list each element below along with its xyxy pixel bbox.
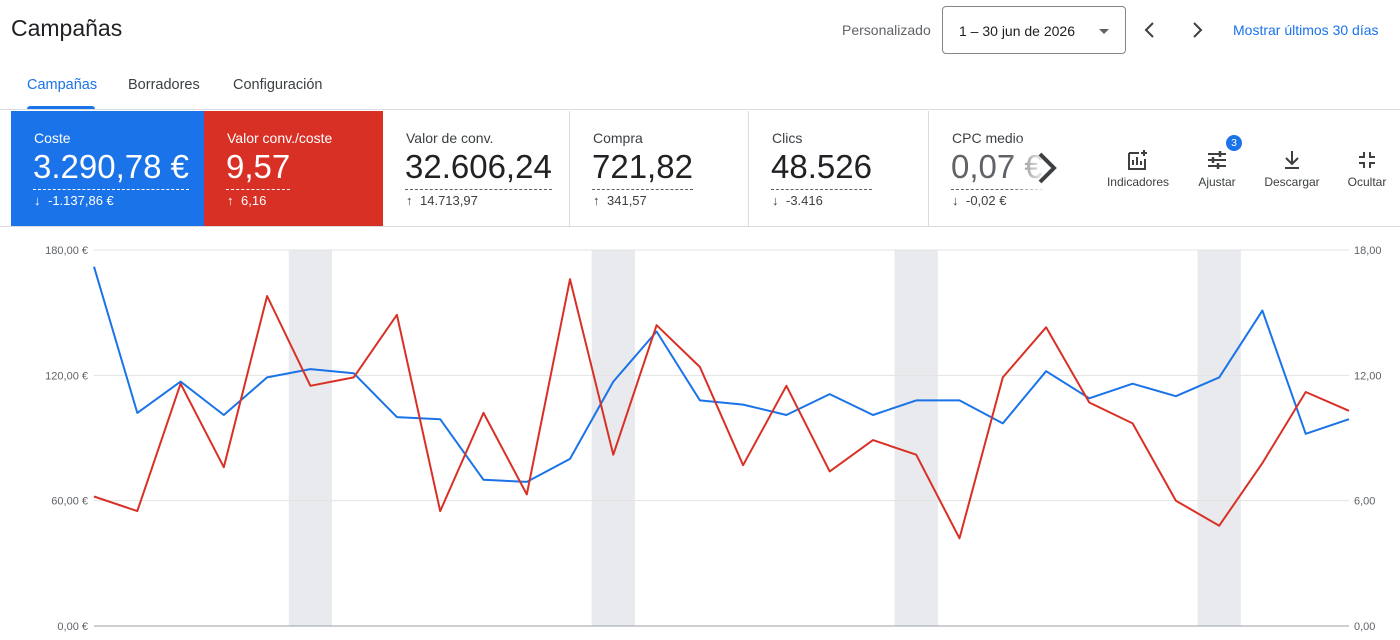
scorecard-label: Valor de conv.	[406, 130, 494, 146]
chevron-right-icon	[1193, 22, 1203, 38]
y-right-tick-label: 6,00	[1354, 496, 1375, 508]
scorecard-clicks[interactable]: Clics 48.526 ↓ -3.416	[749, 111, 929, 226]
download-icon	[1285, 151, 1299, 169]
scorecard-change: -1.137,86 €	[48, 193, 114, 208]
add-chart-icon	[1128, 150, 1147, 170]
arrow-up-icon: ↑	[227, 193, 234, 208]
scorecard-conv-value[interactable]: Valor de conv. 32.606,24 ↑ 14.713,97	[383, 111, 570, 226]
y-left-tick-label: 180,00 €	[45, 245, 88, 257]
weekend-band	[288, 250, 333, 626]
show-last-30-days-link[interactable]: Mostrar últimos 30 días	[1233, 22, 1379, 38]
tab-campaigns[interactable]: Campañas	[27, 77, 98, 93]
arrow-down-icon: ↓	[772, 193, 779, 208]
scorecard-label: Coste	[34, 130, 71, 146]
series-line-cost	[93, 266, 1350, 483]
adjust-button[interactable]: Ajustar	[1190, 148, 1244, 192]
indicators-label: Indicadores	[1106, 175, 1170, 189]
arrow-down-icon: ↓	[34, 193, 41, 208]
scorecard-row: Coste 3.290,78 € ↓ -1.137,86 € Valor conv…	[0, 110, 1400, 227]
date-range-value: 1 – 30 jun de 2026	[959, 23, 1075, 39]
weekend-band	[591, 250, 635, 626]
download-label: Descargar	[1264, 175, 1320, 189]
date-range-select[interactable]: 1 – 30 jun de 2026	[942, 6, 1126, 54]
y-right-tick-label: 18,00	[1354, 245, 1382, 257]
scorecard-label: Compra	[593, 130, 643, 146]
header-bar: Campañas Personalizado 1 – 30 jun de 202…	[0, 0, 1400, 60]
scorecard-value: 48.526	[771, 147, 872, 190]
previous-period-button[interactable]	[1134, 14, 1166, 46]
scorecard-change: -3.416	[786, 193, 823, 208]
adjust-count-badge: 3	[1226, 135, 1242, 151]
y-left-tick-label: 0,00 €	[57, 621, 88, 633]
tab-settings[interactable]: Configuración	[233, 77, 323, 93]
weekend-band	[1197, 250, 1241, 626]
fade-overlay	[1009, 141, 1069, 197]
page-title: Campañas	[11, 15, 123, 41]
y-right-tick-label: 0,00	[1354, 621, 1375, 633]
weekend-band	[894, 250, 938, 626]
arrow-down-icon: ↓	[952, 193, 959, 208]
hide-chart-button[interactable]: Ocultar	[1340, 148, 1394, 192]
scorecard-label: Clics	[772, 130, 803, 146]
scorecard-change: 341,57	[607, 193, 647, 208]
chevron-right-icon	[1038, 152, 1057, 184]
scorecard-change: -0,02 €	[966, 193, 1007, 208]
scorecard-value: 32.606,24	[405, 147, 552, 190]
scorecard-value: 9,57	[226, 147, 291, 190]
hide-label: Ocultar	[1347, 175, 1387, 189]
series-line-conv-value-cost	[93, 278, 1350, 540]
tab-bar: Campañas Borradores Configuración	[0, 62, 1400, 110]
date-range-type-label: Personalizado	[842, 22, 931, 38]
tab-drafts[interactable]: Borradores	[128, 77, 200, 93]
arrow-up-icon: ↑	[593, 193, 600, 208]
divider	[0, 109, 1400, 110]
scorecard-change: 6,16	[241, 193, 267, 208]
chevron-left-icon	[1144, 22, 1154, 38]
next-period-button[interactable]	[1181, 14, 1213, 46]
collapse-icon	[1359, 152, 1375, 168]
arrow-up-icon: ↑	[406, 193, 413, 208]
scroll-scorecards-right-button[interactable]	[1030, 148, 1064, 188]
scorecard-change: 14.713,97	[420, 193, 478, 208]
scorecard-value: 721,82	[592, 147, 693, 190]
scorecard-cost[interactable]: Coste 3.290,78 € ↓ -1.137,86 €	[11, 111, 204, 226]
indicators-button[interactable]: Indicadores	[1100, 148, 1176, 192]
scorecard-conv-value-cost[interactable]: Valor conv./coste 9,57 ↑ 6,16	[204, 111, 383, 226]
y-right-tick-label: 12,00	[1354, 370, 1382, 382]
y-left-tick-label: 60,00 €	[51, 496, 88, 508]
adjust-label: Ajustar	[1198, 175, 1236, 189]
scorecard-avg-cpc[interactable]: CPC medio 0,07 € ↓ -0,02 €	[929, 111, 1069, 226]
y-left-tick-label: 120,00 €	[45, 370, 88, 382]
download-button[interactable]: Descargar	[1260, 148, 1324, 192]
scorecard-label: CPC medio	[952, 130, 1024, 146]
scorecard-label: Valor conv./coste	[227, 130, 333, 146]
scorecard-value: 3.290,78 €	[33, 147, 189, 190]
scorecard-purchase[interactable]: Compra 721,82 ↑ 341,57	[570, 111, 749, 226]
caret-down-icon	[1099, 29, 1109, 34]
tune-icon	[1208, 151, 1226, 169]
performance-chart: 0,00 € 60,00 € 120,00 € 180,00 € 0,00 6,00 12,…	[45, 245, 1382, 633]
active-tab-indicator	[27, 106, 95, 109]
